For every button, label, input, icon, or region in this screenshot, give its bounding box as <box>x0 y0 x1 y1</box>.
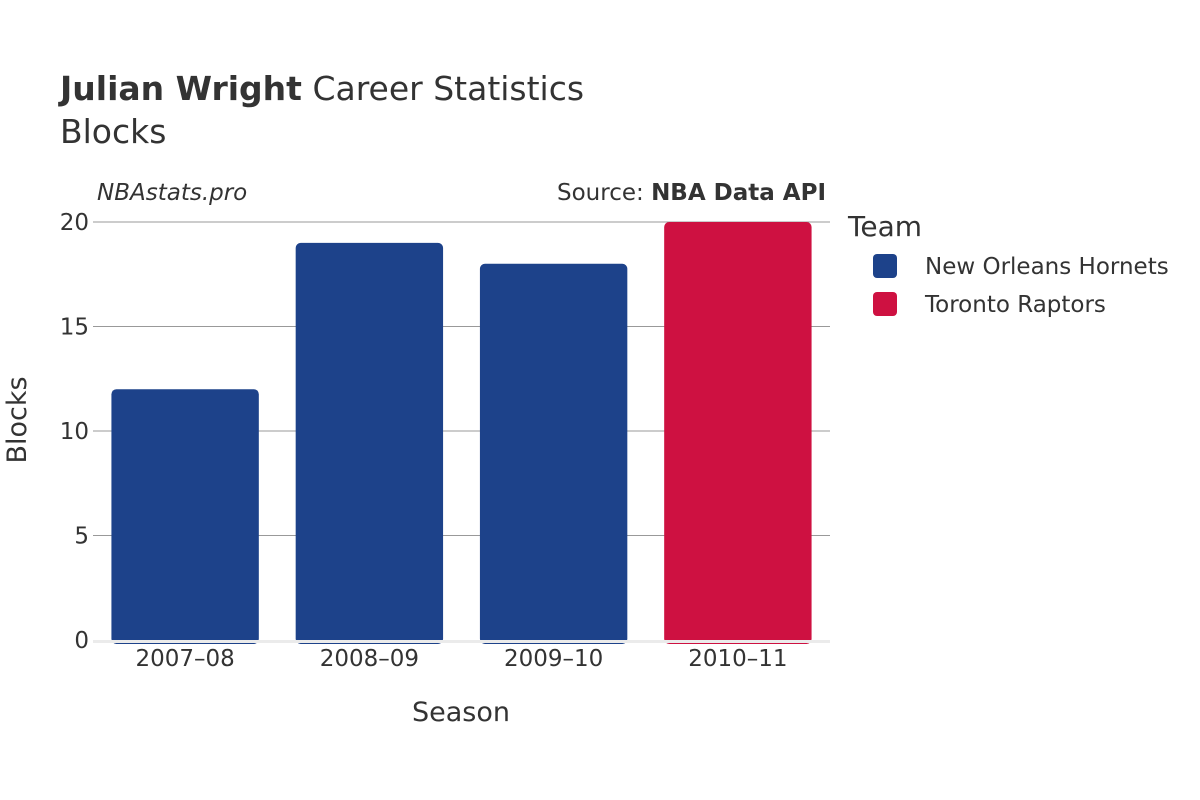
x-tick-labels: 2007–08 2008–09 2009–10 2010–11 <box>135 646 787 672</box>
x-tick-label: 2010–11 <box>688 646 787 672</box>
source-name: NBA Data API <box>651 180 826 206</box>
source-credit: Source: NBA Data API <box>557 180 826 206</box>
y-tick-label: 5 <box>74 524 89 550</box>
bar-2007–08 <box>111 389 259 644</box>
bar-2009–10 <box>479 263 628 644</box>
bar-2010–11 <box>664 222 812 644</box>
legend: New Orleans Hornets Toronto Raptors <box>873 254 1169 318</box>
player-name: Julian Wright <box>58 69 302 108</box>
legend-swatch <box>873 254 897 278</box>
bar-2008–09 <box>295 242 444 644</box>
legend-swatch <box>873 292 897 316</box>
source-prefix: Source: <box>557 180 651 206</box>
y-tick-labels: 0 5 10 15 20 <box>60 210 89 654</box>
y-tick-label: 20 <box>60 210 89 236</box>
x-axis-label: Season <box>412 697 510 728</box>
chart-subtitle: Blocks <box>60 112 166 151</box>
chart-title: Julian Wright Career Statistics <box>58 69 584 108</box>
legend-label: Toronto Raptors <box>924 292 1106 318</box>
x-tick-label: 2007–08 <box>135 646 234 672</box>
title-rest: Career Statistics <box>302 69 584 108</box>
y-axis-label: Blocks <box>2 376 33 463</box>
legend-title: Team <box>847 210 922 243</box>
x-axis-baseline <box>93 640 830 643</box>
y-tick-label: 0 <box>74 628 89 654</box>
legend-label: New Orleans Hornets <box>925 254 1169 280</box>
x-tick-label: 2009–10 <box>504 646 603 672</box>
y-tick-label: 10 <box>60 419 89 445</box>
x-tick-label: 2008–09 <box>320 646 419 672</box>
watermark: NBAstats.pro <box>97 180 247 206</box>
bars <box>111 222 812 644</box>
y-tick-label: 15 <box>60 315 89 341</box>
